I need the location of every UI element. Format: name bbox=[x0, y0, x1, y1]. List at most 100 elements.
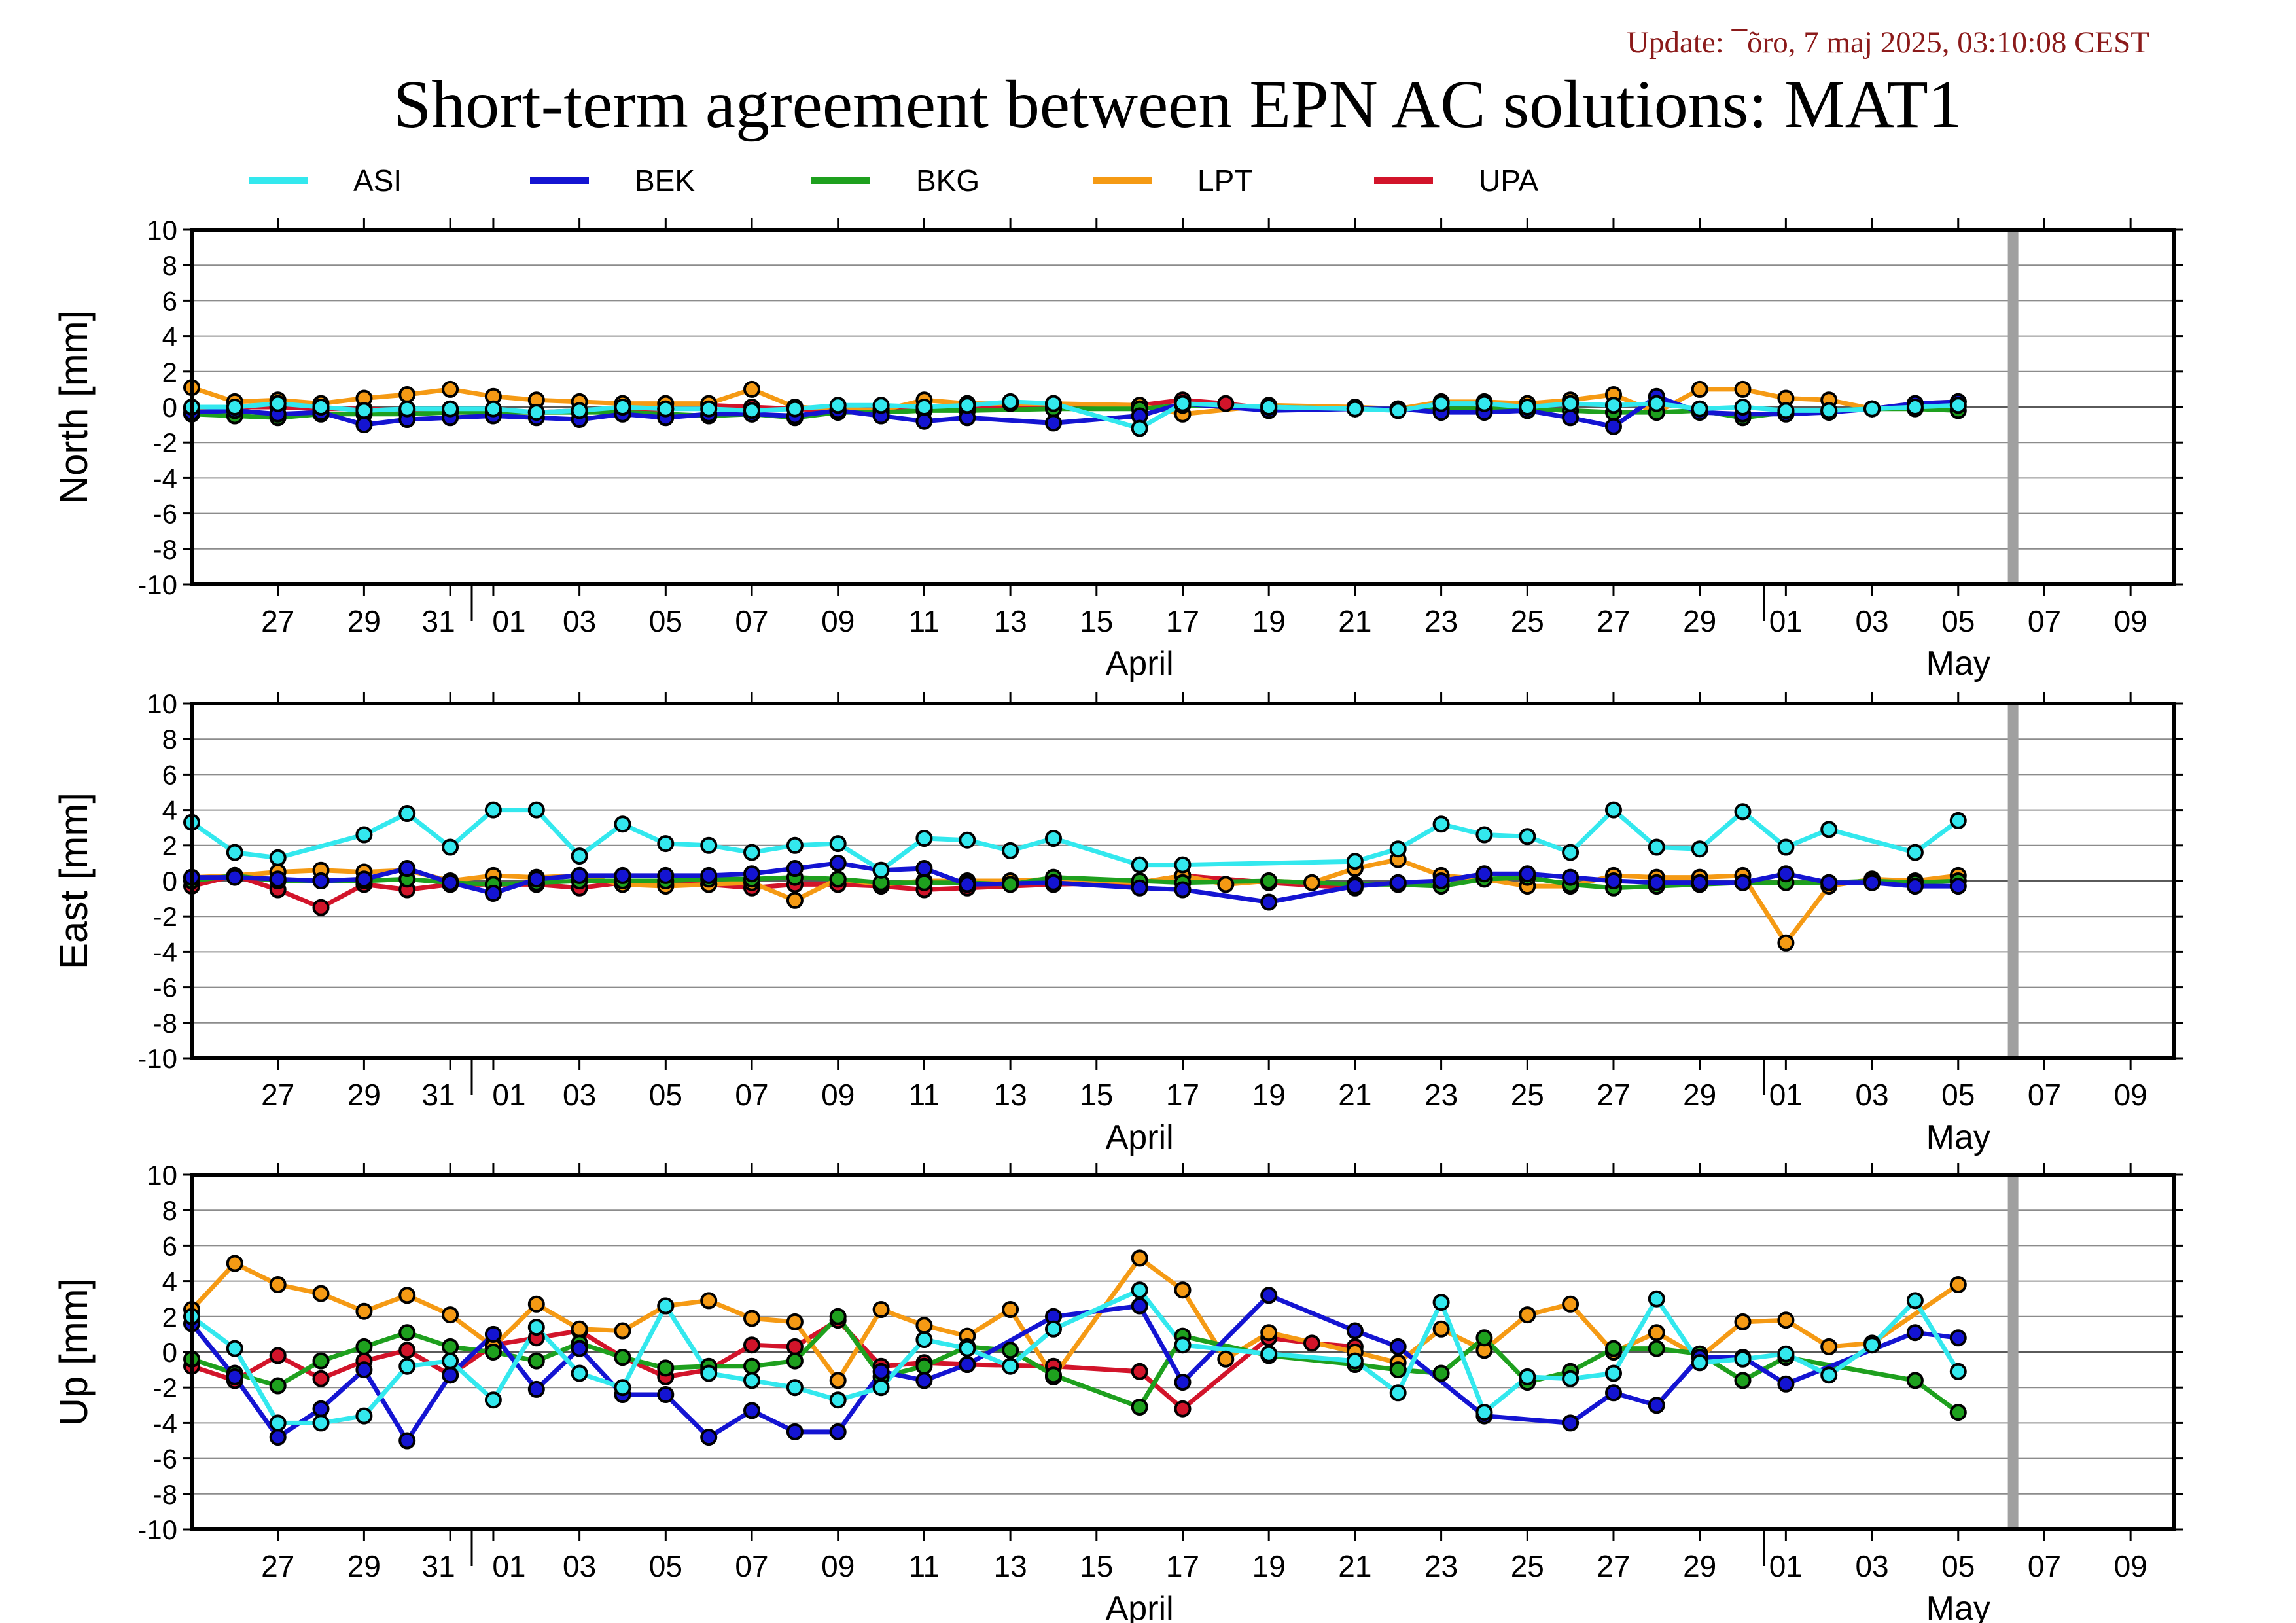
panel-north: 10 8 6 4 2 0 -2 -4 -6 -8 -10 North [mm] 27 29 31 01 03 05… bbox=[52, 215, 2183, 683]
x-tick-label: 09 bbox=[821, 604, 855, 638]
x-tick-label: 23 bbox=[1424, 1078, 1458, 1112]
data-point-asi bbox=[743, 1372, 760, 1389]
data-point-asi bbox=[1734, 803, 1752, 821]
x-tick-label: 27 bbox=[1597, 1549, 1630, 1583]
data-point-lpt bbox=[786, 891, 804, 909]
y-axis-label: North [mm] bbox=[52, 310, 96, 505]
y-tick-label: 2 bbox=[162, 357, 177, 387]
y-tick-label: 2 bbox=[162, 1302, 177, 1332]
x-tick-label: 13 bbox=[994, 604, 1027, 638]
data-point-asi bbox=[1949, 1363, 1967, 1380]
x-tick-label: 15 bbox=[1080, 1549, 1113, 1583]
x-tick-label: 31 bbox=[422, 1549, 455, 1583]
y-tick-label: 4 bbox=[162, 321, 177, 352]
x-tick-label: 03 bbox=[1855, 604, 1888, 638]
data-point-bkg bbox=[1260, 872, 1278, 889]
data-point-asi bbox=[1432, 815, 1450, 833]
data-point-asi bbox=[959, 831, 976, 849]
data-point-bkg bbox=[1475, 1329, 1493, 1347]
data-point-bek bbox=[527, 1380, 545, 1398]
legend: ASI BEK BKG LPT UPA bbox=[249, 164, 1538, 198]
data-point-asi bbox=[959, 397, 976, 414]
data-point-bkg bbox=[1906, 1372, 1924, 1389]
data-point-asi bbox=[1777, 402, 1795, 419]
data-point-lpt bbox=[1432, 1320, 1450, 1338]
data-point-asi bbox=[614, 1379, 631, 1397]
data-point-bkg bbox=[1648, 1340, 1665, 1357]
data-point-lpt bbox=[1734, 380, 1752, 398]
x-tick-label: 31 bbox=[422, 604, 455, 638]
data-point-asi bbox=[1002, 842, 1019, 859]
data-point-bek bbox=[1605, 418, 1622, 435]
data-point-asi bbox=[743, 402, 760, 419]
x-tick-label: 03 bbox=[563, 1549, 596, 1583]
data-point-asi bbox=[872, 1379, 890, 1397]
data-point-asi bbox=[226, 399, 243, 416]
data-point-bek bbox=[442, 1366, 459, 1384]
x-tick-label: 05 bbox=[1941, 1078, 1975, 1112]
data-point-lpt bbox=[786, 1313, 804, 1330]
data-point-lpt bbox=[829, 1372, 847, 1389]
data-point-asi bbox=[1260, 399, 1278, 416]
y-tick-label: 10 bbox=[147, 1160, 177, 1190]
data-point-bek bbox=[398, 1432, 416, 1450]
data-point-asi bbox=[442, 400, 459, 418]
data-point-upa bbox=[1217, 395, 1235, 412]
data-point-bek bbox=[269, 1429, 287, 1446]
data-point-lpt bbox=[1002, 1301, 1019, 1318]
data-point-lpt bbox=[1734, 1313, 1752, 1330]
y-tick-label: -10 bbox=[137, 569, 177, 600]
panel-up: 10 8 6 4 2 0 -2 -4 -6 -8 -10 Up [mm] 27 29 31 01 03 05 07 0… bbox=[52, 1160, 2183, 1623]
data-point-bkg bbox=[527, 1352, 545, 1370]
data-point-bek bbox=[829, 1423, 847, 1440]
legend-label-bkg: BKG bbox=[916, 164, 980, 198]
data-point-asi bbox=[872, 861, 890, 879]
data-point-bek bbox=[355, 870, 373, 888]
data-point-lpt bbox=[226, 1255, 243, 1272]
data-point-bek bbox=[614, 866, 631, 884]
data-point-lpt bbox=[1562, 1295, 1580, 1313]
data-point-asi bbox=[915, 1331, 933, 1348]
data-point-bkg bbox=[1949, 1404, 1967, 1421]
data-point-bek bbox=[1949, 878, 1967, 895]
data-point-asi bbox=[484, 400, 502, 418]
data-point-asi bbox=[786, 400, 804, 418]
data-point-bkg bbox=[1432, 1364, 1450, 1382]
month-label: May bbox=[1926, 645, 1990, 683]
data-point-asi bbox=[829, 835, 847, 853]
data-point-lpt bbox=[1820, 1338, 1838, 1355]
data-point-upa bbox=[312, 1370, 330, 1387]
x-tick-label: 01 bbox=[1769, 604, 1803, 638]
data-point-asi bbox=[1389, 402, 1407, 419]
data-point-bek bbox=[1562, 868, 1580, 886]
data-point-lpt bbox=[527, 1295, 545, 1313]
data-point-asi bbox=[355, 402, 373, 419]
update-timestamp: Update: ¯õro, 7 maj 2025, 03:10:08 CEST bbox=[1627, 26, 2149, 60]
data-point-bek bbox=[1820, 874, 1838, 891]
data-point-lpt bbox=[312, 1285, 330, 1302]
data-point-bkg bbox=[398, 1324, 416, 1342]
data-point-bek bbox=[398, 860, 416, 877]
data-point-lpt bbox=[442, 1306, 459, 1324]
current-date-bar bbox=[2007, 704, 2019, 1058]
data-point-bkg bbox=[1605, 1340, 1622, 1357]
data-point-bek bbox=[1648, 1397, 1665, 1414]
legend-label-asi: ASI bbox=[353, 164, 402, 198]
data-point-bek bbox=[1949, 1329, 1967, 1347]
x-tick-label: 11 bbox=[909, 1549, 940, 1583]
data-point-upa bbox=[1131, 1363, 1148, 1380]
data-point-asi bbox=[1432, 1294, 1450, 1311]
y-axis-label: East [mm] bbox=[52, 793, 96, 969]
data-point-bek bbox=[786, 1423, 804, 1440]
data-point-asi bbox=[1174, 1336, 1192, 1354]
series-line-asi bbox=[190, 808, 1960, 873]
data-point-bek bbox=[1260, 1287, 1278, 1304]
data-point-asi bbox=[1605, 397, 1622, 414]
y-tick-label: -6 bbox=[153, 972, 177, 1003]
data-point-upa bbox=[398, 1342, 416, 1359]
x-tick-label: 29 bbox=[1683, 604, 1716, 638]
y-tick-label: -10 bbox=[137, 1043, 177, 1074]
y-tick-label: -4 bbox=[153, 1408, 177, 1438]
data-point-bek bbox=[915, 412, 933, 430]
data-point-asi bbox=[1562, 844, 1580, 861]
